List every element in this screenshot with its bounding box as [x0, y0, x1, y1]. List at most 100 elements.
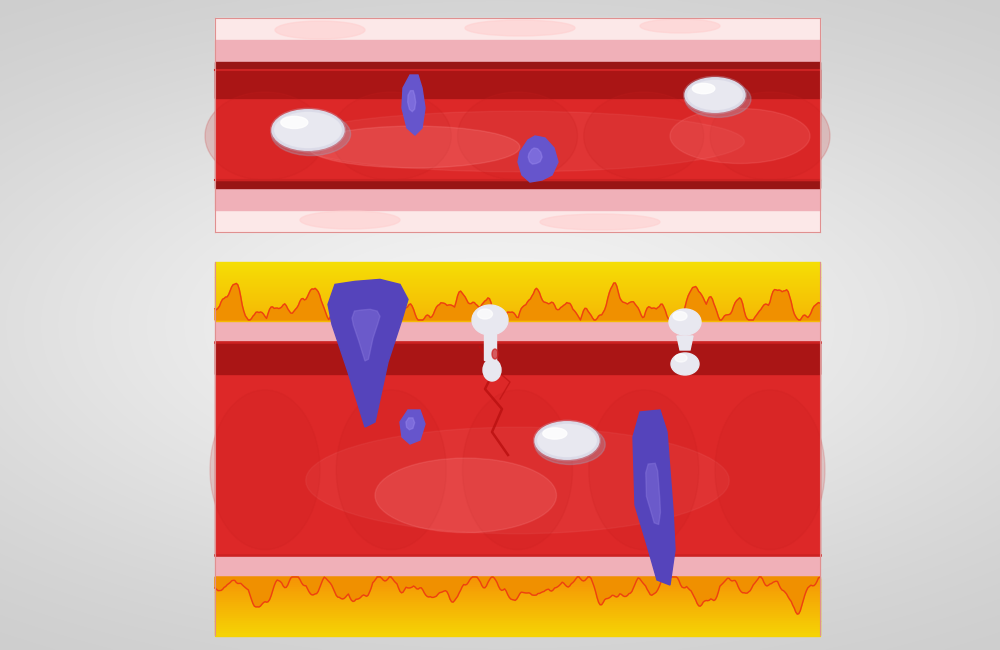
Bar — [215, 602, 820, 605]
Bar — [215, 614, 820, 617]
Bar — [215, 342, 820, 555]
Bar — [215, 291, 820, 294]
Bar — [215, 262, 820, 265]
Polygon shape — [677, 336, 693, 350]
Bar — [215, 555, 820, 577]
Polygon shape — [215, 283, 820, 320]
Ellipse shape — [670, 109, 810, 164]
Ellipse shape — [375, 458, 556, 532]
Bar — [215, 619, 820, 623]
Ellipse shape — [543, 428, 567, 439]
Ellipse shape — [300, 211, 400, 229]
Bar — [215, 312, 820, 315]
Ellipse shape — [308, 126, 520, 168]
Bar — [215, 276, 820, 278]
Bar — [215, 293, 820, 296]
Bar — [215, 299, 820, 302]
Bar — [215, 306, 820, 309]
Polygon shape — [406, 418, 415, 430]
Bar — [215, 579, 820, 582]
Polygon shape — [408, 90, 416, 112]
Ellipse shape — [685, 81, 751, 118]
Bar — [215, 581, 820, 584]
Bar — [215, 598, 820, 601]
Bar — [215, 305, 820, 307]
Bar — [215, 301, 820, 304]
Ellipse shape — [675, 354, 687, 362]
Ellipse shape — [692, 83, 715, 94]
Ellipse shape — [478, 309, 492, 319]
Polygon shape — [402, 75, 425, 135]
Ellipse shape — [210, 390, 320, 550]
Bar — [215, 180, 820, 188]
Bar — [215, 606, 820, 609]
Bar — [215, 314, 820, 317]
Ellipse shape — [275, 21, 365, 39]
Bar — [215, 587, 820, 590]
Ellipse shape — [458, 92, 578, 180]
Bar — [215, 604, 820, 607]
Bar — [215, 188, 820, 210]
Ellipse shape — [535, 424, 605, 465]
Ellipse shape — [336, 390, 446, 550]
Bar — [215, 625, 820, 629]
Bar — [215, 608, 820, 611]
Ellipse shape — [306, 427, 729, 534]
Bar — [215, 268, 820, 271]
Ellipse shape — [271, 112, 351, 155]
Bar — [215, 40, 820, 62]
Bar — [215, 264, 820, 267]
Bar — [215, 303, 820, 306]
Bar — [215, 577, 820, 580]
Bar — [215, 274, 820, 276]
Bar — [215, 70, 820, 98]
Bar — [215, 342, 820, 374]
Ellipse shape — [584, 92, 704, 180]
Bar — [215, 308, 820, 311]
Ellipse shape — [462, 390, 572, 550]
Bar — [215, 610, 820, 613]
Bar — [215, 589, 820, 592]
Ellipse shape — [331, 92, 451, 180]
Bar — [215, 310, 820, 313]
Bar — [215, 583, 820, 586]
Ellipse shape — [281, 116, 308, 129]
Bar — [215, 281, 820, 284]
Bar — [215, 623, 820, 627]
Bar — [215, 612, 820, 615]
Bar — [215, 318, 820, 321]
Polygon shape — [400, 410, 425, 444]
Bar — [215, 18, 820, 62]
Bar — [215, 594, 820, 597]
Bar — [215, 591, 820, 593]
Bar — [215, 283, 820, 286]
Ellipse shape — [291, 111, 744, 172]
Ellipse shape — [669, 309, 701, 335]
Polygon shape — [528, 148, 542, 164]
Polygon shape — [328, 280, 408, 427]
Bar — [215, 616, 820, 619]
Ellipse shape — [540, 214, 660, 230]
Bar — [215, 285, 820, 288]
Bar — [215, 627, 820, 630]
Bar — [215, 297, 820, 300]
Bar — [215, 62, 820, 70]
Ellipse shape — [685, 78, 745, 112]
Ellipse shape — [589, 390, 699, 550]
Polygon shape — [518, 136, 558, 182]
Ellipse shape — [673, 311, 687, 320]
Bar — [215, 621, 820, 625]
Bar — [215, 631, 820, 634]
Ellipse shape — [465, 20, 575, 36]
Ellipse shape — [483, 359, 501, 381]
Ellipse shape — [272, 110, 344, 150]
Bar — [215, 295, 820, 298]
Ellipse shape — [535, 422, 599, 460]
Polygon shape — [646, 463, 660, 525]
Bar — [215, 618, 820, 621]
Bar — [215, 270, 820, 272]
Bar — [215, 600, 820, 603]
Ellipse shape — [715, 390, 825, 550]
Bar — [215, 280, 820, 282]
Bar — [215, 70, 820, 180]
